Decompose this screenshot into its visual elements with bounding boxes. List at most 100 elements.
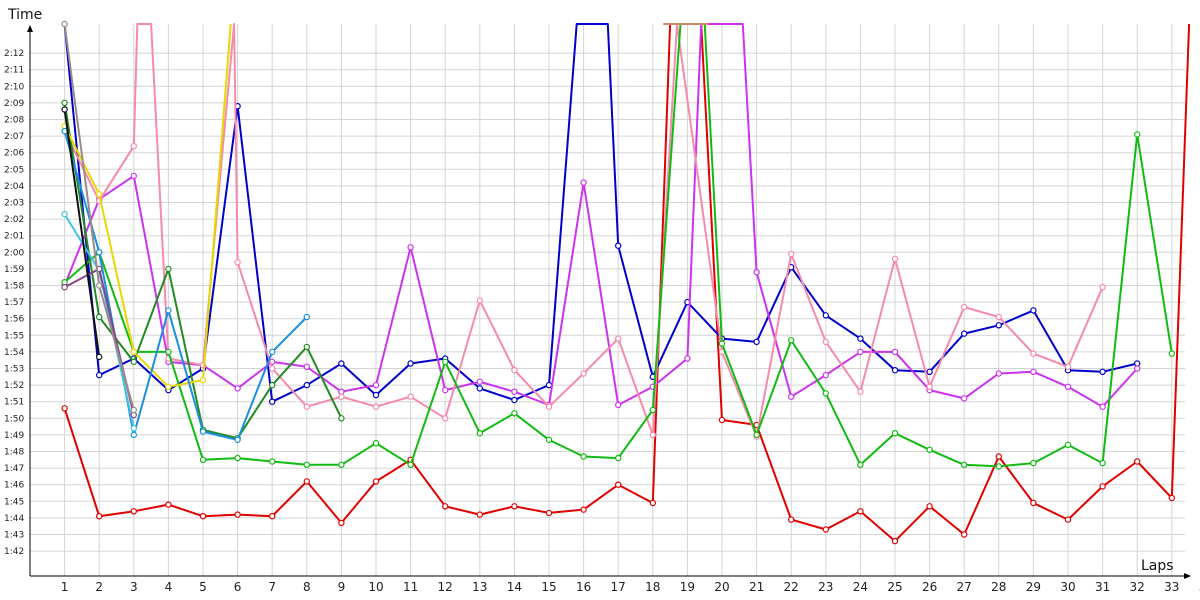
x-tick-label: 12: [438, 580, 453, 594]
data-point: [130, 406, 137, 414]
x-tick-label: 13: [472, 580, 487, 594]
data-point: [95, 513, 103, 520]
data-point: [995, 453, 1003, 460]
y-tick-label: 1:59: [4, 265, 24, 275]
x-tick-label: 1: [61, 580, 69, 594]
y-tick-label: 1:45: [4, 497, 24, 507]
data-point: [926, 368, 933, 375]
data-point: [822, 338, 830, 346]
y-tick-label: 1:57: [4, 298, 24, 308]
series-5: [61, 23, 1176, 470]
data-point: [1030, 368, 1037, 375]
data-point: [165, 501, 172, 508]
y-tick-label: 1:42: [4, 547, 24, 557]
series-line: [63, 130, 308, 441]
data-point: [372, 478, 380, 485]
x-tick-label: 8: [303, 580, 311, 594]
data-point: [269, 381, 276, 389]
data-point: [165, 383, 172, 390]
data-point: [580, 453, 587, 460]
x-tick-label: 4: [165, 580, 173, 594]
data-point: [1099, 459, 1106, 467]
data-point: [338, 461, 345, 468]
y-tick-label: 2:05: [4, 165, 24, 175]
data-point: [961, 303, 968, 311]
data-point: [303, 343, 310, 351]
data-point: [1099, 284, 1106, 291]
data-point: [961, 531, 968, 538]
data-point: [926, 446, 933, 453]
data-point: [1133, 365, 1141, 372]
data-point: [995, 370, 1003, 377]
data-point: [891, 255, 899, 263]
data-point: [407, 360, 414, 367]
series-4: [61, 23, 1106, 440]
series-line: [63, 109, 101, 358]
data-point: [684, 355, 691, 362]
y-tick-label: 2:09: [4, 99, 24, 109]
data-point: [822, 526, 830, 533]
data-point: [961, 461, 968, 468]
data-point: [476, 385, 483, 392]
series-12: [61, 106, 103, 361]
data-point: [234, 436, 241, 444]
x-tick-label: 31: [1095, 580, 1110, 594]
data-point: [338, 393, 345, 400]
data-point: [372, 391, 380, 399]
x-tick-label: 19: [680, 580, 695, 594]
data-point: [199, 376, 207, 384]
y-tick-label: 1:54: [4, 348, 24, 358]
data-point: [165, 348, 172, 356]
data-point: [511, 367, 518, 374]
x-tick-label: 25: [887, 580, 902, 594]
data-point: [303, 313, 310, 321]
series-line: [63, 23, 1138, 403]
series-2: [63, 23, 1141, 405]
data-point: [130, 431, 137, 439]
data-point: [926, 383, 933, 390]
data-point: [753, 338, 760, 346]
data-point: [61, 405, 68, 412]
data-point: [615, 242, 622, 249]
data-point: [61, 284, 68, 291]
data-point: [303, 461, 310, 468]
data-point: [199, 428, 207, 435]
series-line: [63, 23, 1191, 543]
x-axis-arrow: [1184, 573, 1191, 579]
x-tick-label: 2: [95, 580, 103, 594]
y-tick-label: 2:06: [4, 149, 24, 159]
x-tick-label: 26: [922, 580, 937, 594]
data-point: [442, 503, 449, 510]
x-tick-label: 22: [784, 580, 799, 594]
y-tick-label: 1:47: [4, 464, 24, 474]
data-point: [718, 340, 726, 347]
data-point: [615, 401, 622, 409]
data-point: [1099, 403, 1106, 410]
y-tick-label: 1:55: [4, 331, 24, 341]
data-point: [199, 513, 207, 520]
data-point: [95, 249, 103, 256]
x-tick-label: 11: [403, 580, 418, 594]
x-tick-label: 21: [749, 580, 764, 594]
y-tick-label: 1:52: [4, 381, 24, 391]
data-point: [1168, 350, 1176, 357]
data-point: [130, 508, 137, 515]
y-tick-label: 2:08: [4, 116, 24, 126]
data-point: [857, 388, 864, 395]
y-axis-label: Time: [7, 7, 42, 23]
x-tick-label: 14: [507, 580, 522, 594]
data-point: [95, 353, 103, 361]
data-point: [269, 398, 276, 405]
data-point: [891, 430, 899, 437]
data-point: [338, 519, 345, 527]
x-tick-label: 32: [1130, 580, 1145, 594]
data-point: [234, 385, 241, 392]
x-tick-label: 29: [1026, 580, 1041, 594]
y-tick-label: 2:11: [4, 66, 24, 76]
data-point: [1030, 307, 1037, 314]
x-tick-label: 18: [645, 580, 660, 594]
data-point: [718, 416, 726, 424]
data-point: [269, 513, 276, 520]
data-point: [372, 381, 380, 389]
data-point: [130, 425, 137, 432]
